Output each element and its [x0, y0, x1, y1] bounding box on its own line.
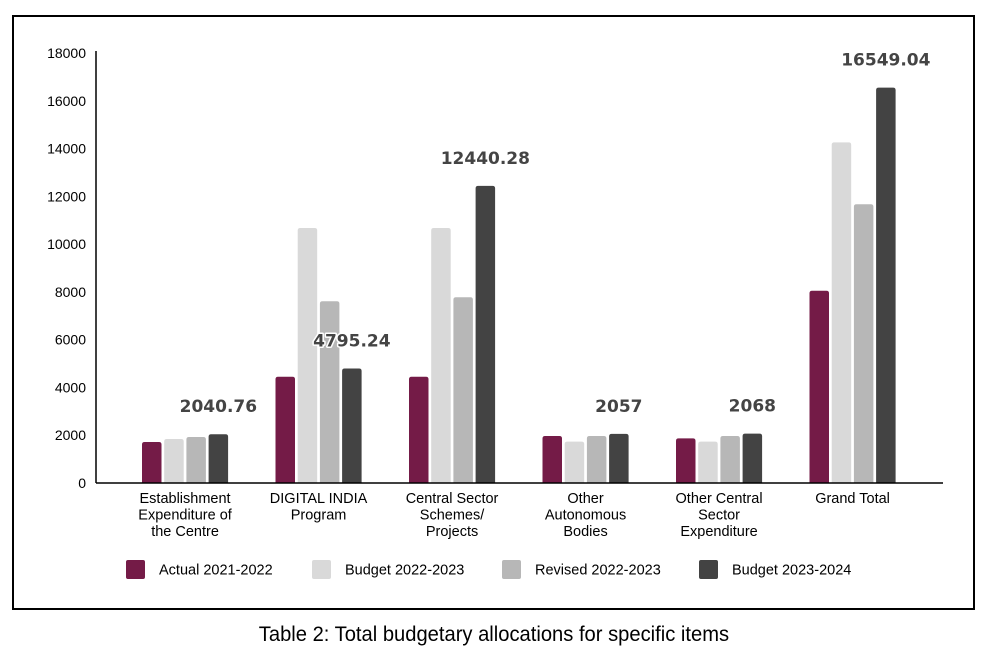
- data-label: 16549.04: [841, 51, 930, 71]
- legend-item: Revised 2022-2023: [502, 560, 661, 579]
- legend-swatch: [312, 560, 331, 579]
- legend-item: Budget 2022-2023: [312, 560, 464, 579]
- y-tick-label: 14000: [47, 141, 86, 157]
- bar: [453, 297, 473, 483]
- caption-text: Table 2: Total budgetary allocations for…: [258, 623, 730, 646]
- bar-chart: 0 2000 4000 6000 8000 10000 12000 14000 16000 180…: [47, 45, 943, 579]
- data-label: 2040.76: [180, 397, 257, 417]
- y-tick-label: 8000: [55, 284, 86, 300]
- y-axis-ticks: 0 2000 4000 6000 8000 10000 12000 14000 16000 180…: [47, 45, 86, 491]
- y-tick-label: 12000: [47, 188, 86, 204]
- x-category-label: Grand Total: [815, 491, 890, 507]
- bar: [676, 438, 696, 483]
- y-tick-label: 6000: [55, 332, 86, 348]
- bar: [142, 442, 162, 483]
- legend-swatch: [502, 560, 521, 579]
- bar: [742, 433, 763, 483]
- data-label: 4795.24: [313, 331, 391, 351]
- bar: [208, 434, 229, 483]
- bar: [564, 441, 585, 483]
- y-tick-label: 16000: [47, 93, 86, 109]
- bar: [319, 301, 340, 483]
- legend-label: Budget 2022-2023: [345, 563, 464, 579]
- y-tick-label: 2000: [55, 427, 86, 443]
- bar: [876, 87, 896, 484]
- x-category-label: Other Autonomous Bodies: [545, 491, 626, 540]
- data-labels: 2040.76 4795.24 12440.28 2057 2068 16549.04: [178, 49, 932, 419]
- bar: [609, 433, 629, 483]
- bar: [186, 436, 206, 483]
- legend-item: Actual 2021-2022: [126, 560, 273, 579]
- y-tick-label: 0: [78, 475, 86, 491]
- bar: [342, 368, 362, 483]
- chart-frame: [12, 15, 975, 610]
- bar: [297, 228, 318, 483]
- bar: [409, 376, 429, 483]
- bars: [142, 87, 896, 484]
- x-category-label: DIGITAL INDIA Program: [270, 491, 368, 524]
- legend-item: Budget 2023-2024: [699, 560, 851, 579]
- legend-label: Budget 2023-2024: [732, 563, 851, 579]
- data-label: 2057: [595, 397, 642, 417]
- bar: [542, 436, 562, 483]
- legend: Actual 2021-2022 Budget 2022-2023 Revised …: [126, 560, 851, 579]
- x-category-label: Other Central Sector Expenditure: [676, 491, 763, 540]
- bar: [831, 142, 852, 483]
- legend-swatch: [126, 560, 145, 579]
- bar: [586, 436, 607, 483]
- bar: [275, 376, 295, 483]
- data-label: 2068: [729, 397, 776, 417]
- figure-caption: Table 2: Total budgetary allocations for…: [0, 623, 988, 647]
- y-tick-label: 18000: [47, 45, 86, 61]
- x-axis-category-labels: Establishment Expenditure of the Centre DIG…: [138, 491, 890, 540]
- legend-label: Revised 2022-2023: [535, 563, 661, 579]
- x-category-label: Central Sector Schemes/Projects: [406, 491, 499, 540]
- legend-label: Actual 2021-2022: [159, 563, 273, 579]
- bar: [698, 441, 718, 483]
- bar: [164, 438, 184, 483]
- bar: [809, 290, 829, 483]
- bar: [720, 436, 740, 483]
- bar: [431, 228, 451, 483]
- data-label: 12440.28: [441, 149, 530, 169]
- y-tick-label: 4000: [55, 379, 86, 395]
- x-category-label: Establishment Expenditure of the Centre: [138, 491, 232, 540]
- y-tick-label: 10000: [47, 236, 86, 252]
- legend-swatch: [699, 560, 718, 579]
- bar: [853, 204, 874, 483]
- bar: [475, 185, 496, 483]
